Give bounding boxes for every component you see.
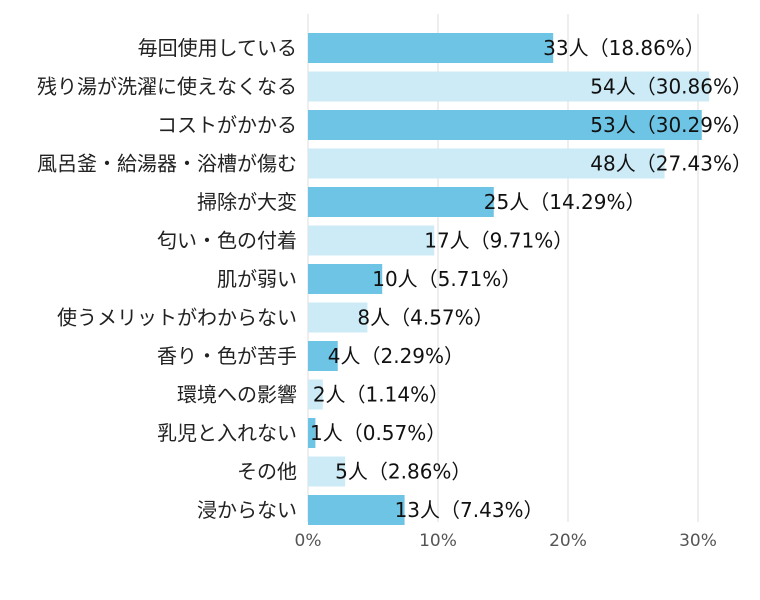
category-label: コストがかかる	[157, 113, 297, 137]
category-label: 環境への影響	[177, 383, 297, 407]
data-label: 25人（14.29%）	[484, 190, 646, 214]
data-label: 8人（4.57%）	[357, 306, 493, 330]
data-label: 13人（7.43%）	[395, 498, 544, 522]
bar-6	[308, 264, 383, 294]
category-label: 乳児と入れない	[157, 421, 297, 445]
bar-0	[308, 33, 554, 63]
bar-9	[308, 379, 323, 410]
category-label: 浸からない	[197, 498, 297, 522]
value-labels: 33人（18.86%） 54人（30.86%） 53人（30.29%） 48人（27.…	[310, 36, 752, 522]
bar-12	[308, 495, 405, 525]
category-label: 掃除が大変	[197, 190, 297, 214]
bar-11	[308, 456, 346, 487]
data-label: 10人（5.71%）	[372, 267, 521, 291]
bar-1	[308, 71, 710, 102]
bar-2	[308, 110, 702, 140]
data-label: 2人（1.14%）	[313, 383, 449, 407]
category-label: 使うメリットがわからない	[57, 306, 297, 330]
data-label: 54人（30.86%）	[590, 75, 752, 99]
x-tick-label: 10%	[419, 531, 457, 551]
x-tick-label: 30%	[679, 531, 717, 551]
data-label: 17人（9.71%）	[424, 229, 573, 253]
data-label: 33人（18.86%）	[543, 36, 705, 60]
bar-5	[308, 225, 435, 256]
category-label: 肌が弱い	[217, 267, 297, 291]
data-label: 48人（27.43%）	[590, 152, 752, 176]
category-label: 残り湯が洗濯に使えなくなる	[37, 75, 297, 99]
category-label: 毎回使用している	[138, 36, 297, 60]
bar-3	[308, 148, 665, 179]
x-tick-label: 0%	[295, 531, 322, 551]
data-label: 53人（30.29%）	[590, 113, 752, 137]
x-tick-label: 20%	[549, 531, 587, 551]
bar-4	[308, 187, 494, 217]
category-label: その他	[237, 460, 297, 484]
bar-7	[308, 302, 368, 333]
data-label: 1人（0.57%）	[310, 421, 446, 445]
data-label: 5人（2.86%）	[335, 460, 471, 484]
category-label: 香り・色が苦手	[157, 344, 297, 368]
category-labels: 毎回使用している残り湯が洗濯に使えなくなるコストがかかる風呂釜・給湯器・浴槽が傷…	[37, 36, 297, 522]
bar-10	[308, 418, 316, 448]
category-label: 風呂釜・給湯器・浴槽が傷む	[37, 152, 297, 176]
bar-8	[308, 341, 338, 371]
category-label: 匂い・色の付着	[157, 229, 297, 253]
data-label: 4人（2.29%）	[328, 344, 464, 368]
x-axis-ticks: 0% 10% 20% 30%	[295, 531, 717, 551]
bars	[308, 33, 710, 525]
